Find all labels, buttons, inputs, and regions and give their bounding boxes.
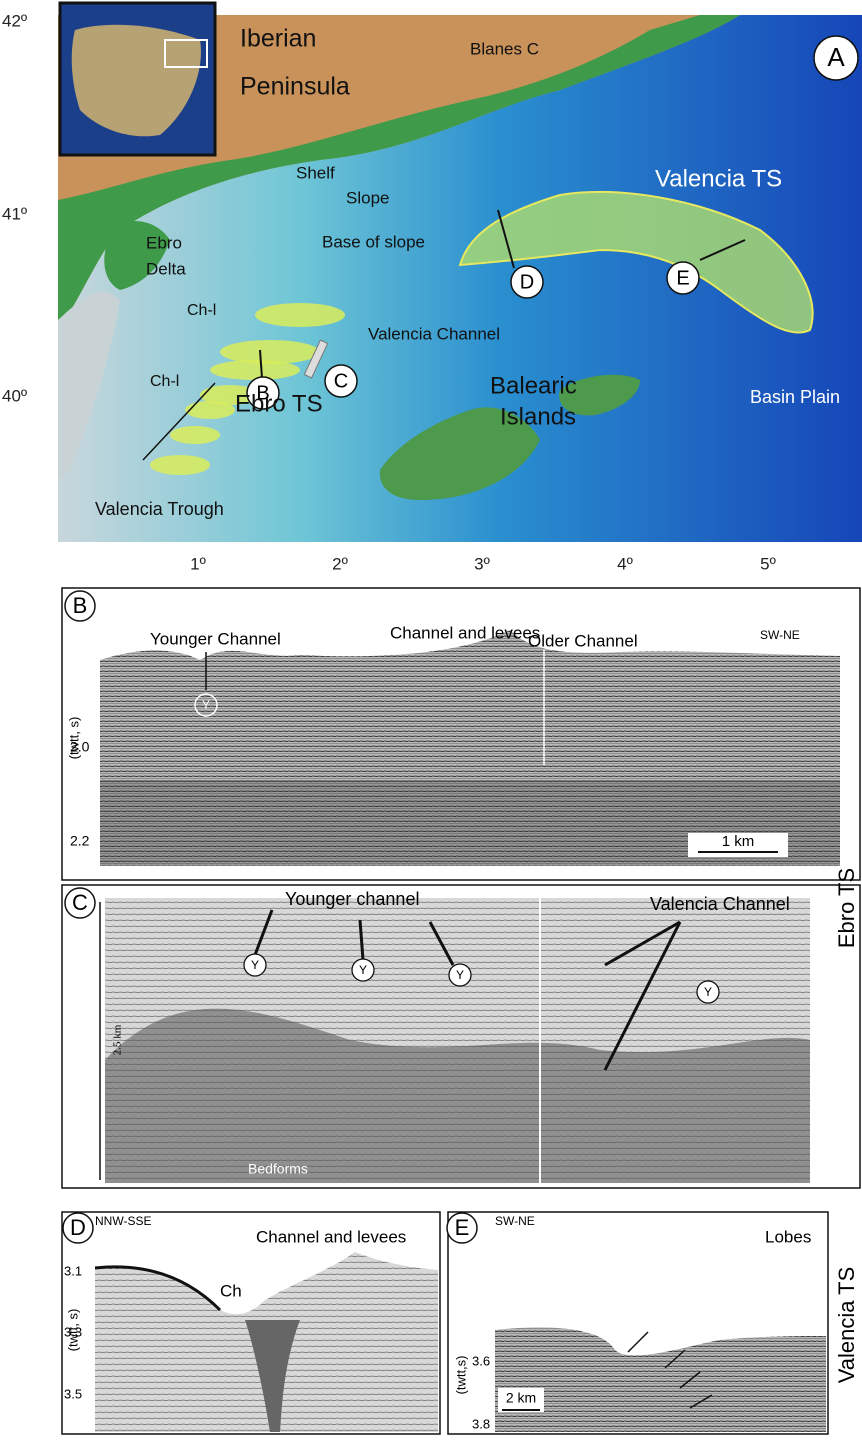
figure: A B C D E 42º 41º 40º 1º 2º 3º 4º 5º Ibe… — [0, 0, 862, 1436]
orientation: SW-NE — [760, 628, 800, 642]
title: Channel and levees — [390, 623, 540, 642]
tick-label: 3.5 — [64, 1386, 82, 1401]
channel-marker: Y — [359, 963, 367, 977]
map-label: Ch-l — [187, 302, 216, 319]
scale-label: 1 km — [722, 833, 755, 850]
panel-letter: E — [455, 1215, 470, 1240]
channel-marker: Y — [202, 698, 210, 712]
scale-label: 2.5 km — [112, 1024, 124, 1055]
longitude-label: 3º — [474, 554, 490, 573]
tick-label: 3.3 — [64, 1324, 82, 1339]
orientation: SW-NE — [495, 1214, 535, 1228]
label: Older Channel — [528, 631, 638, 650]
map-label: Blanes C — [470, 39, 539, 58]
panel-letter: C — [72, 890, 88, 915]
label: Younger channel — [285, 889, 419, 909]
longitude-label: 4º — [617, 554, 633, 573]
map-label: Slope — [346, 188, 389, 207]
axis-label: (twtt,s) — [453, 1356, 468, 1395]
panel-letter: D — [70, 1215, 86, 1240]
panel-b: Y B Younger Channel Channel and levees O… — [62, 588, 860, 880]
longitude-label: 1º — [190, 554, 206, 573]
map-label: Islands — [500, 403, 576, 430]
latitude-label: 40º — [2, 386, 27, 405]
map-label: Peninsula — [240, 73, 350, 101]
map-label: Ch-l — [150, 373, 179, 390]
tick-label: 3.1 — [64, 1263, 82, 1278]
profile-marker: D — [520, 271, 534, 293]
tick-label: 3.8 — [472, 1416, 490, 1431]
longitude-label: 2º — [332, 554, 348, 573]
profile-marker: E — [676, 267, 689, 289]
panel-d: D NNW-SSE Channel and levees Ch (twtt, s… — [62, 1212, 440, 1434]
map-label: Shelf — [296, 163, 335, 182]
label: Valencia Channel — [650, 894, 790, 914]
map-label: Base of slope — [322, 232, 425, 251]
side-label: Ebro TS — [834, 868, 859, 948]
tick-label: 2.2 — [70, 833, 90, 849]
map-label: Ebro TS — [235, 390, 323, 417]
channel-marker: Y — [704, 985, 712, 999]
map-label: Basin Plain — [750, 387, 840, 407]
title: Channel and levees — [256, 1227, 406, 1246]
channel-marker: Y — [251, 958, 259, 972]
panel-c: Y Y Y Y C Younger channel Valencia Chann… — [62, 885, 860, 1188]
panel-e: E SW-NE Lobes (twtt,s) 3.6 3.8 2 km — [447, 1212, 828, 1434]
label: Ch — [220, 1281, 242, 1300]
longitude-label: 5º — [760, 554, 776, 573]
map-label: Valencia Channel — [368, 324, 500, 343]
map-label: Iberian — [240, 25, 316, 53]
tick-label: 3.6 — [472, 1353, 490, 1368]
panel-letter: A — [827, 42, 845, 72]
panel-letter: B — [73, 593, 88, 618]
orientation: NNW-SSE — [95, 1214, 151, 1228]
tick-label: 2.0 — [70, 739, 90, 755]
latitude-label: 42º — [2, 11, 27, 30]
latitude-label: 41º — [2, 204, 27, 223]
map-label: Balearic — [490, 372, 577, 399]
title: Lobes — [765, 1227, 811, 1246]
label: Younger Channel — [150, 629, 281, 648]
map-label: Valencia TS — [655, 165, 782, 192]
profile-marker: C — [334, 370, 348, 392]
map-label: Valencia Trough — [95, 499, 224, 519]
side-label: Valencia TS — [834, 1267, 859, 1384]
map-label: Delta — [146, 259, 186, 278]
label: Bedforms — [248, 1161, 308, 1177]
map: A B C D E 42º 41º 40º 1º 2º 3º 4º 5º Ibe… — [2, 3, 862, 573]
channel-marker: Y — [456, 968, 464, 982]
map-label: Ebro — [146, 233, 182, 252]
scale-label: 2 km — [506, 1390, 536, 1406]
